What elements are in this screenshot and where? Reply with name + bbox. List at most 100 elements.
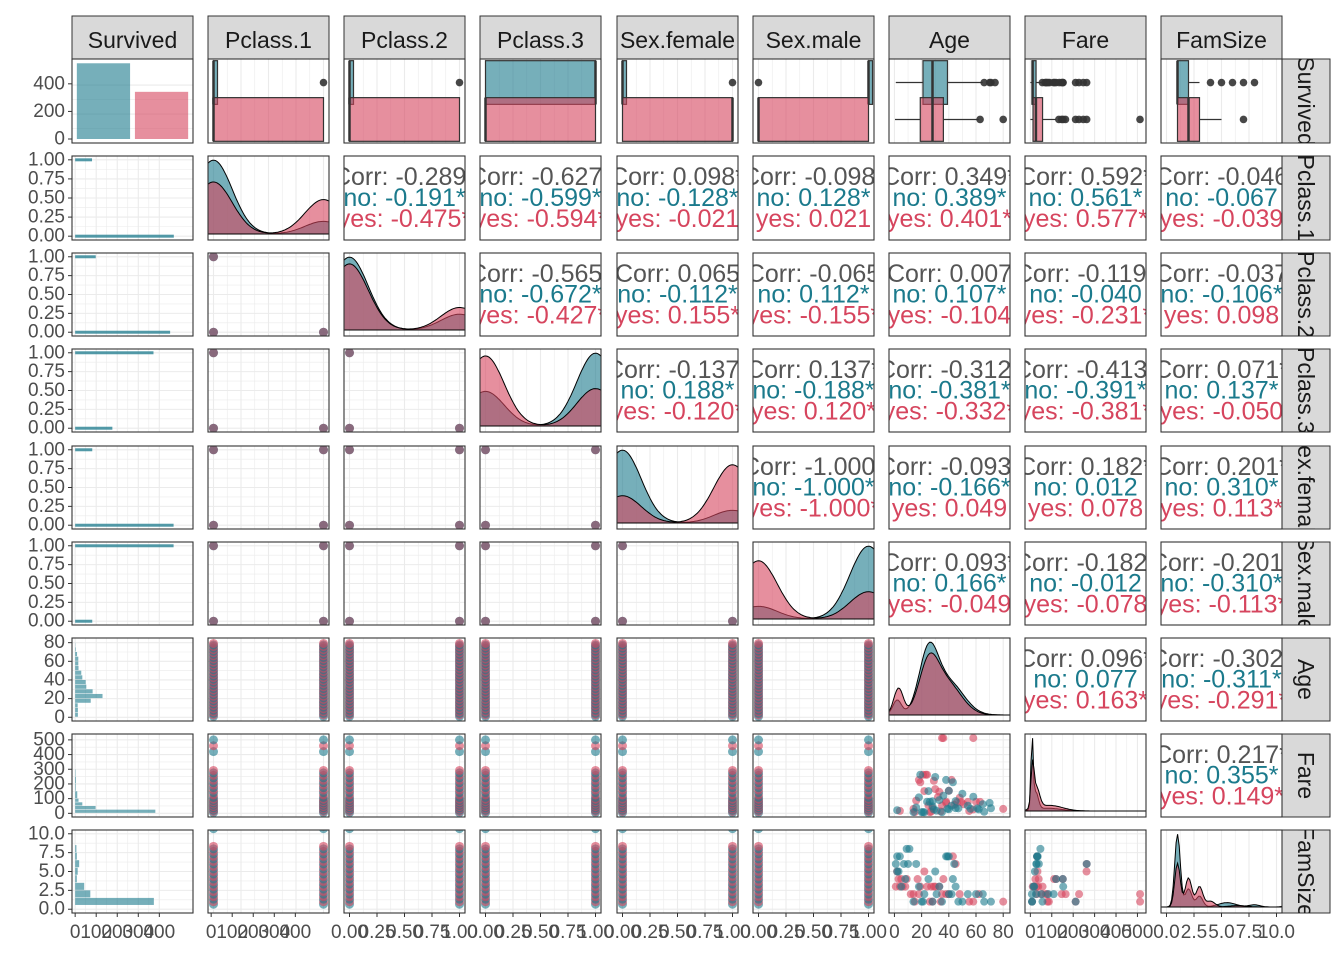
panel-bg bbox=[889, 446, 1010, 529]
scatter-point bbox=[1028, 897, 1037, 906]
corr-overall: Corr: -0.093* bbox=[878, 453, 1021, 481]
corr-yes: yes: 0.163* bbox=[1023, 686, 1148, 714]
hist-bar bbox=[75, 698, 91, 703]
hist-bar bbox=[75, 670, 82, 675]
corr-yes: yes: 0.078 bbox=[1028, 494, 1143, 522]
outlier-point bbox=[976, 115, 984, 124]
density-yes bbox=[889, 652, 1010, 716]
x-tick-label: 0.75 bbox=[550, 922, 587, 943]
corr-yes: yes: -0.021 bbox=[616, 205, 740, 233]
y-tick-label: 1.00 bbox=[28, 246, 65, 267]
scatter-point bbox=[912, 859, 921, 868]
scatter-point bbox=[618, 616, 627, 625]
hist-bar bbox=[75, 703, 78, 708]
x-tick-label: 300 bbox=[1079, 922, 1111, 943]
scatter-point bbox=[894, 867, 903, 876]
scatter-point bbox=[951, 804, 960, 813]
corr-overall: Corr: -0.289* bbox=[333, 163, 476, 191]
scatter-point bbox=[455, 423, 464, 432]
corr-overall: Corr: 0.201* bbox=[1154, 453, 1289, 481]
corr-overall: Corr: -0.037 bbox=[1155, 260, 1288, 288]
panel-border bbox=[1024, 637, 1147, 722]
panel-bg bbox=[1025, 638, 1146, 721]
scatter-point bbox=[920, 867, 929, 876]
hist-bar bbox=[75, 822, 76, 829]
panel-border bbox=[343, 541, 466, 626]
scatter-point bbox=[1058, 875, 1067, 884]
x-tick-label: 0.25 bbox=[632, 922, 669, 943]
panel-border bbox=[479, 445, 602, 530]
x-tick-label: 0.75 bbox=[687, 922, 724, 943]
panel-border bbox=[752, 58, 875, 144]
scatter-point bbox=[319, 542, 328, 551]
y-tick-label: 0.25 bbox=[28, 207, 65, 228]
scatter-point bbox=[319, 616, 328, 625]
scatter-point bbox=[1082, 859, 1091, 868]
scatter-point bbox=[951, 882, 960, 891]
panel-bg bbox=[753, 349, 874, 432]
box-yes bbox=[621, 97, 734, 142]
panel-border bbox=[1160, 733, 1283, 818]
x-tick-label: 80 bbox=[993, 922, 1014, 943]
panel-border bbox=[752, 252, 875, 337]
panel-border bbox=[71, 733, 194, 818]
scatter-point bbox=[1059, 882, 1068, 891]
scatter-point bbox=[935, 796, 944, 805]
hist-bar bbox=[75, 689, 93, 694]
panel-bg bbox=[480, 156, 601, 240]
panel-bg bbox=[753, 253, 874, 336]
scatter-point bbox=[928, 897, 937, 906]
scatter-point bbox=[319, 735, 328, 745]
panel-bg bbox=[1161, 253, 1282, 336]
hist-bar bbox=[75, 684, 87, 689]
scatter-point bbox=[950, 859, 959, 868]
hist-bar bbox=[75, 426, 113, 430]
scatter-point bbox=[864, 830, 873, 834]
y-tick-label: 0.0 bbox=[39, 899, 65, 920]
corr-overall: Corr: 0.007 bbox=[887, 260, 1012, 288]
hist-bar bbox=[75, 805, 96, 810]
panel-border bbox=[479, 637, 602, 722]
scatter-point bbox=[914, 793, 923, 802]
y-tick-label: 0.25 bbox=[28, 303, 65, 324]
scatter-point bbox=[455, 830, 464, 834]
corr-no: no: 0.128* bbox=[757, 184, 871, 212]
y-tick-label: 1.00 bbox=[28, 149, 65, 170]
y-tick-label: 0.50 bbox=[28, 477, 65, 498]
y-tick-label: 0.00 bbox=[28, 515, 65, 536]
scatter-point bbox=[455, 735, 464, 745]
scatter-point bbox=[864, 735, 873, 745]
strip-col-Pclass.3 bbox=[479, 15, 602, 60]
scatter-point bbox=[938, 897, 947, 906]
y-tick-label: 1.00 bbox=[28, 535, 65, 556]
y-tick-label: 200 bbox=[33, 773, 65, 794]
scatter-point bbox=[966, 804, 975, 813]
panel-bg bbox=[889, 253, 1010, 336]
y-tick-label: 20 bbox=[44, 688, 65, 709]
panel-bg bbox=[1161, 542, 1282, 625]
scatter-point bbox=[948, 778, 957, 787]
x-tick-label: 0.75 bbox=[823, 922, 860, 943]
scatter-point bbox=[958, 897, 967, 906]
hist-bar bbox=[75, 712, 78, 717]
scatter-point bbox=[916, 770, 925, 779]
scatter-point bbox=[1038, 897, 1047, 906]
scatter-point bbox=[893, 852, 902, 861]
outlier-point bbox=[1059, 78, 1067, 87]
x-tick-label: 0.25 bbox=[768, 922, 805, 943]
y-tick-label: 0 bbox=[54, 129, 65, 150]
panel-bg bbox=[1161, 446, 1282, 529]
scatter-point bbox=[1044, 897, 1053, 906]
corr-overall: Corr: 0.182* bbox=[1018, 453, 1153, 481]
x-tick-label: 10.0 bbox=[1258, 922, 1295, 943]
panel-border bbox=[479, 348, 602, 433]
corr-yes: yes: -0.155* bbox=[747, 301, 881, 329]
x-tick-label: 2.5 bbox=[1181, 922, 1207, 943]
corr-no: no: -0.311* bbox=[1161, 666, 1282, 694]
scatter-point bbox=[455, 446, 464, 455]
y-tick-label: 500 bbox=[33, 729, 65, 750]
corr-no: no: -0.191* bbox=[343, 184, 466, 212]
scatter-point bbox=[345, 638, 354, 648]
row-label: Sex.male bbox=[1293, 536, 1319, 632]
scatter-point bbox=[481, 819, 490, 828]
